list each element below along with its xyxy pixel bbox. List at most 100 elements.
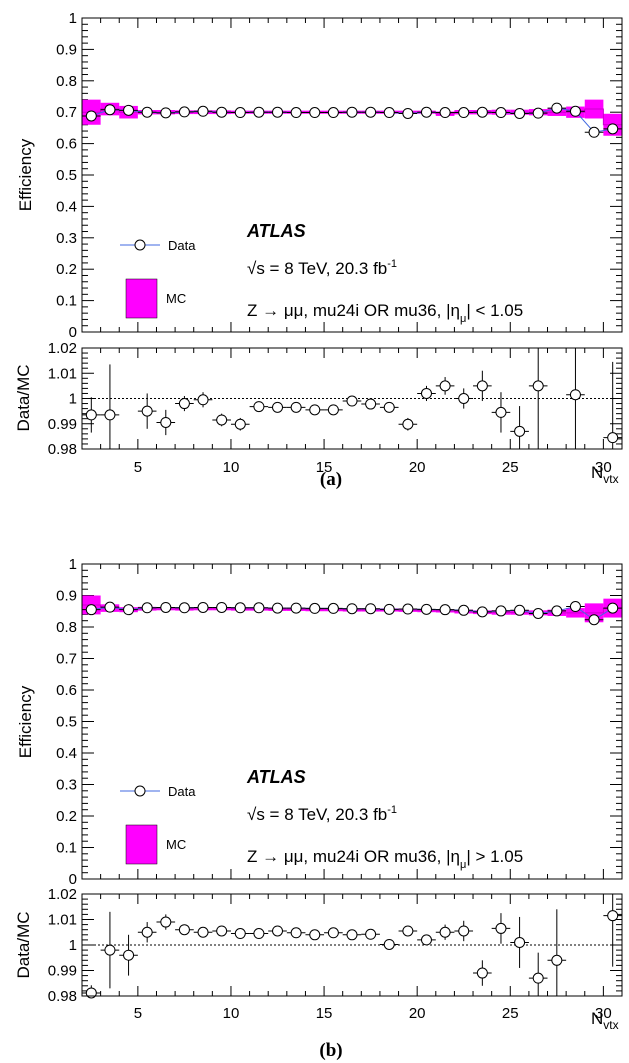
a-data-point	[272, 106, 284, 118]
a-data-point	[197, 105, 209, 117]
a-data-point	[104, 104, 116, 116]
a-y-tick-label: 0.7	[56, 104, 77, 121]
b-ratio-point	[309, 929, 321, 941]
a-data-point	[551, 102, 563, 114]
a-data-point	[607, 123, 619, 135]
b-data-point	[197, 601, 209, 613]
b-data-point	[290, 602, 302, 614]
b-data-point	[365, 603, 377, 615]
b-ratio-point	[197, 926, 209, 938]
b-ratio-point	[253, 928, 265, 940]
b-data-point	[253, 602, 265, 614]
b-data-point	[141, 602, 153, 614]
a-data-point	[588, 126, 600, 138]
a-ratio-y-tick-label: 1	[69, 391, 77, 408]
a-x-tick-label: 5	[134, 459, 142, 476]
b-main-frame	[81, 563, 623, 880]
b-data-point	[327, 602, 339, 614]
a-ratio-point	[402, 418, 414, 430]
a-ratio-point	[476, 380, 488, 392]
b-x-axis-main: N	[591, 1009, 603, 1028]
b-ratio-y-tick-label: 0.99	[48, 963, 77, 980]
b-data-point	[346, 603, 358, 615]
a-ratio-point	[178, 398, 190, 410]
b-ratio-point	[327, 927, 339, 939]
a-y-tick-label: 0	[69, 324, 77, 341]
a-ratio-point	[253, 401, 265, 413]
a-ratio-point	[216, 414, 228, 426]
a-data-point	[309, 107, 321, 119]
a-efficiency-plot: 0 0.1 0.2 0.3 0.4 0.5 0.6 0.7 0.8 0.9 1	[56, 10, 623, 341]
b-efficiency-plot: 0 0.1 0.2 0.3 0.4 0.5 0.6 0.7 0.8 0.9 1	[56, 556, 623, 888]
b-ratio-point	[290, 927, 302, 939]
b-selection-post: | > 1.05	[466, 847, 523, 866]
b-y-tick-label: 0.9	[56, 588, 77, 605]
b-ratio-point	[178, 924, 190, 936]
a-selection-post: | < 1.05	[466, 301, 523, 320]
a-ratio-point	[383, 401, 395, 413]
b-ratio-point	[141, 926, 153, 938]
b-energy-lumi: √s = 8 TeV, 20.3 fb-1	[247, 804, 397, 824]
a-ratio-point	[290, 401, 302, 413]
b-ratio-point	[607, 910, 619, 922]
b-y-tick-label: 0.7	[56, 651, 77, 668]
b-energy-text: √s = 8 TeV, 20.3 fb	[247, 805, 387, 824]
b-x-axis-sub: vtx	[603, 1018, 618, 1032]
a-efficiency-axis-title: Efficiency	[16, 138, 35, 211]
a-main-frame	[81, 17, 623, 333]
a-data-point	[514, 107, 526, 119]
b-y-tick-label: 0	[69, 871, 77, 888]
b-efficiency-axis-title: Efficiency	[16, 685, 35, 758]
a-ratio-point	[327, 404, 339, 416]
a-y-tick-label: 0.2	[56, 261, 77, 278]
b-atlas-label: ATLAS	[246, 767, 306, 787]
a-legend: Data MC	[120, 238, 196, 319]
b-x-axis-title: Nvtx	[591, 1009, 619, 1032]
b-y-tick-label: 0.2	[56, 808, 77, 825]
b-data-point	[420, 603, 432, 615]
a-y-tick-label: 0.4	[56, 198, 77, 215]
b-data-point	[178, 602, 190, 614]
a-x-tick-label: 25	[502, 459, 519, 476]
b-y-tick-label: 0.6	[56, 682, 77, 699]
a-data-point	[365, 106, 377, 118]
b-x-tick-label: 30	[595, 1005, 612, 1022]
a-ratio-point	[495, 406, 507, 418]
a-data-point	[532, 107, 544, 119]
b-ratio-plot: 0.98 0.99 1 1.01 1.02 5 10 15 20 25 30	[48, 886, 623, 1022]
a-ratio-point	[85, 409, 97, 421]
b-panel-label: (b)	[319, 1040, 342, 1061]
b-data-point	[514, 604, 526, 616]
b-y-tick-label: 0.5	[56, 714, 77, 731]
b-ratio-y-tick-label: 1.02	[48, 886, 77, 903]
a-data-point	[290, 107, 302, 119]
a-legend-mc-swatch	[125, 278, 158, 319]
b-data-point	[383, 603, 395, 615]
b-ratio-y-tick-label: 0.98	[48, 988, 77, 1005]
b-ratio-point	[439, 926, 451, 938]
b-legend-mc-label: MC	[166, 837, 186, 852]
a-data-point	[569, 105, 581, 117]
b-ratio-point	[234, 928, 246, 940]
b-data-point	[309, 602, 321, 614]
b-data-point	[272, 602, 284, 614]
a-data-point	[327, 107, 339, 119]
a-ratio-point	[514, 425, 526, 437]
a-ratio-point	[607, 432, 619, 444]
a-x-tick-label: 10	[223, 459, 240, 476]
a-y-tick-label: 1	[69, 10, 77, 27]
b-legend-data-marker	[134, 785, 146, 797]
b-legend-mc-swatch	[125, 824, 158, 865]
b-data-point	[588, 614, 600, 626]
a-ratio-plot: 0.98 0.99 1 1.01 1.02 5 10 15 20 25 30	[48, 340, 623, 476]
b-data-point	[234, 602, 246, 614]
b-ratio-point	[532, 972, 544, 984]
b-y-tick-label: 0.3	[56, 777, 77, 794]
b-ratio-point	[420, 934, 432, 946]
b-data-point	[569, 601, 581, 613]
a-ratio-point	[234, 418, 246, 430]
b-data-point	[532, 607, 544, 619]
b-lumi-exponent: -1	[387, 804, 397, 816]
panel-b: 0 0.1 0.2 0.3 0.4 0.5 0.6 0.7 0.8 0.9 1 Efficiency…	[14, 556, 623, 1061]
